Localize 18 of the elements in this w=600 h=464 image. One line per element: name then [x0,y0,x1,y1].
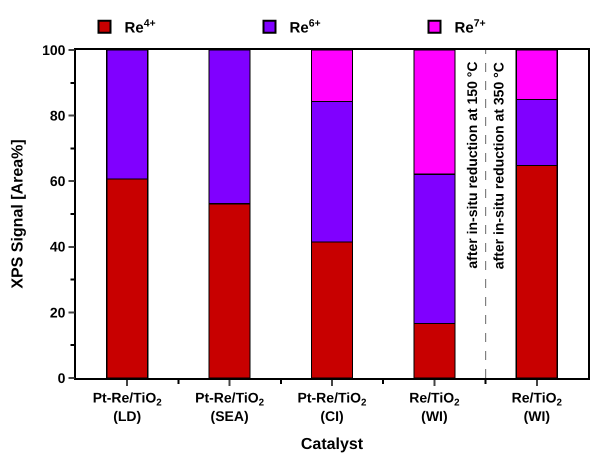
annotation: after in-situ reduction at 350 °C [490,62,507,270]
y-tick-label: 100 [42,42,66,58]
y-tick-label: 40 [50,238,66,255]
y-tick-label: 0 [58,370,66,386]
legend-label: Re$^{7+}$ [454,17,486,37]
legend-label: Re$^{6+}$ [290,17,321,37]
y-tick-label: 80 [50,108,66,124]
x-tick-label: Re/TiO$_{2}$ (WI) [512,390,563,424]
annotation: after in-situ reduction at 150 °C [464,62,480,269]
x-tick-label: Pt-Re/TiO$_{2}$ (SEA) [195,390,265,424]
category-label: Pt-Re/TiO$_{2}$ (CI) [298,390,366,424]
y-axis-title: XPS Signal [Area%] [9,139,26,289]
legend-label: Re$^{4+}$ [124,17,156,37]
category-label: Pt-Re/TiO$_{2}$ (LD) [92,390,162,424]
y-tick-label: 20 [50,304,66,320]
y-tick-label: 60 [50,173,66,190]
x-axis-title: Catalyst [300,436,364,453]
x-tick-label: Re/TiO$_{2}$ (WI) [409,390,460,424]
